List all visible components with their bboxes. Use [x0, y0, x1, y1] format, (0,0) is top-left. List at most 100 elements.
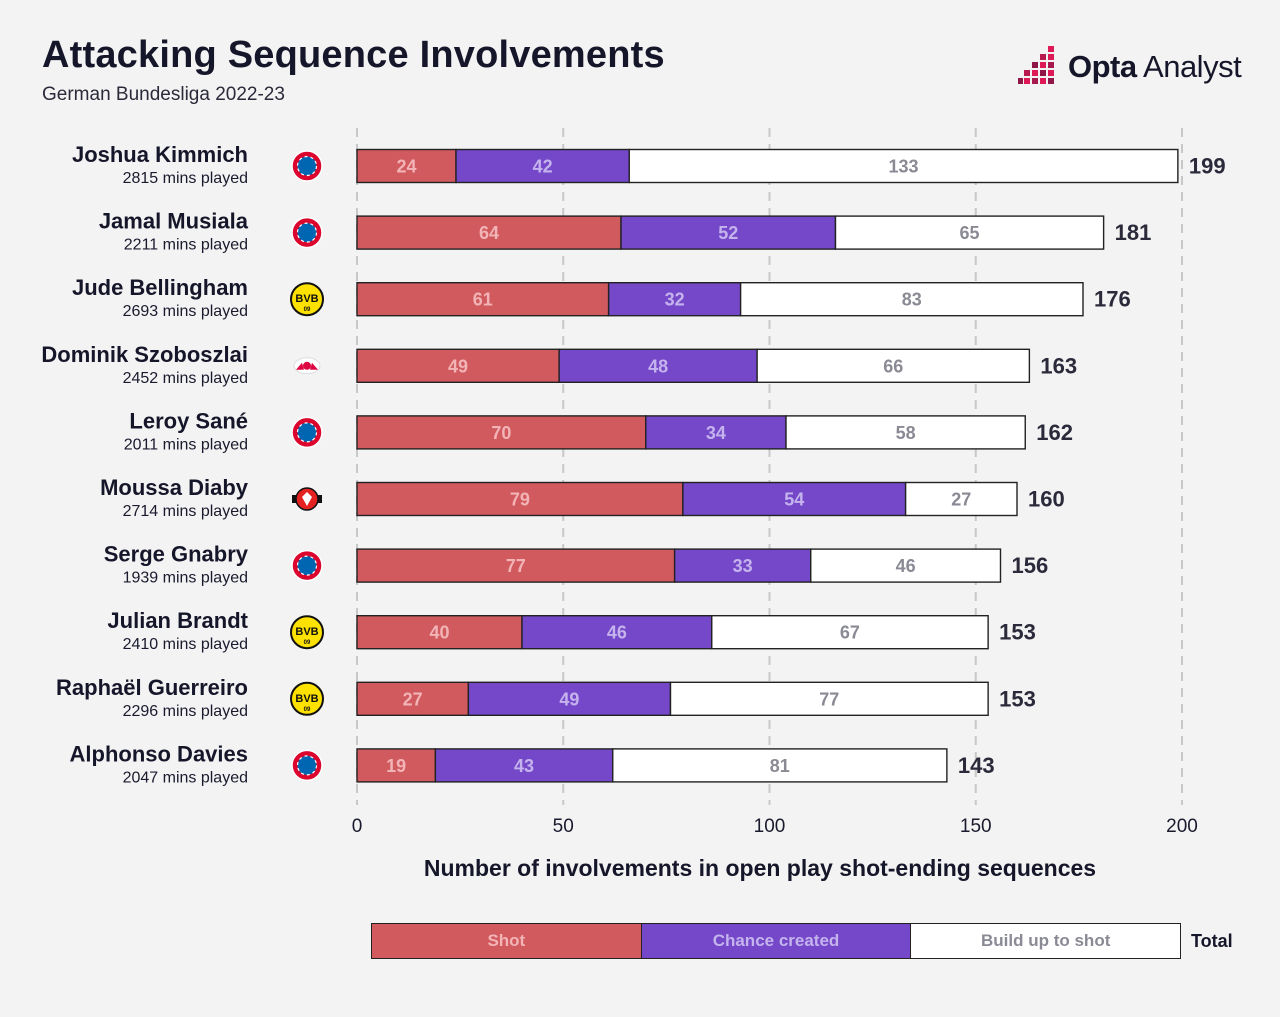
label-chance-created: 42 — [533, 157, 553, 177]
bayern-crest-diamond-icon — [296, 222, 318, 243]
chart-title: Attacking Sequence Involvements — [42, 34, 665, 76]
label-chance-created: 32 — [665, 290, 685, 310]
bar-build-up — [834, 215, 1105, 250]
dortmund-crest-icon — [290, 615, 324, 650]
legend-chance-created: Chance created — [641, 924, 912, 958]
label-build-up: 67 — [840, 623, 860, 643]
bar-chance-created — [434, 748, 614, 783]
minutes-played: 2714 mins played — [123, 503, 248, 520]
leipzig-crest-bull-left-icon — [296, 362, 304, 370]
label-chance-created: 49 — [559, 689, 579, 709]
x-tick-label: 100 — [754, 816, 786, 837]
dortmund-crest-text: BVB — [295, 626, 318, 638]
bayern-crest-center-icon — [297, 156, 317, 176]
logo-text-light: Analyst — [1136, 49, 1242, 84]
bayern-crest-center-icon — [297, 755, 317, 775]
bar-chance-created — [620, 215, 837, 250]
player-name: Jamal Musiala — [99, 209, 249, 234]
bar-shot — [356, 148, 457, 184]
dortmund-crest-icon — [290, 681, 324, 716]
bayern-crest-diamond-icon — [296, 155, 318, 177]
label-chance-created: 46 — [607, 623, 627, 643]
chart-subtitle: German Bundesliga 2022-23 — [42, 84, 285, 105]
bar-build-up — [711, 615, 989, 650]
player-name: Joshua Kimmich — [72, 142, 248, 167]
label-shot: 49 — [448, 356, 468, 376]
chart-legend: Shot Chance created Build up to shot — [371, 923, 1181, 959]
minutes-played: 2693 mins played — [123, 303, 248, 320]
opta-analyst-logo: Opta Analyst — [1018, 46, 1242, 88]
bar-chance-created — [645, 415, 787, 450]
bar-build-up — [785, 415, 1026, 450]
label-shot: 40 — [429, 623, 449, 643]
label-chance-created: 52 — [718, 223, 738, 243]
leverkusen-crest-lion-icon — [302, 492, 312, 506]
label-build-up: 77 — [819, 689, 839, 709]
label-chance-created: 33 — [733, 556, 753, 576]
dortmund-crest-text: BVB — [295, 293, 318, 305]
bayern-crest-center-icon — [297, 556, 317, 576]
x-tick-label: 150 — [960, 816, 992, 837]
total-value: 199 — [1189, 154, 1226, 179]
label-build-up: 83 — [902, 290, 922, 310]
label-build-up: 27 — [951, 490, 971, 510]
bayern-crest-center-icon — [297, 223, 317, 243]
total-value: 181 — [1115, 220, 1152, 245]
bar-shot — [356, 348, 560, 383]
label-build-up: 81 — [770, 756, 790, 776]
bayern-crest-diamond-icon — [296, 755, 318, 776]
x-tick-label: 0 — [352, 816, 363, 837]
logo-text-bold: Opta — [1068, 49, 1137, 84]
total-value: 162 — [1036, 420, 1073, 445]
player-name: Serge Gnabry — [104, 542, 249, 567]
label-chance-created: 34 — [706, 423, 726, 443]
minutes-played: 2815 mins played — [123, 170, 248, 187]
x-tick-label: 200 — [1166, 816, 1198, 837]
minutes-played: 2011 mins played — [124, 436, 248, 453]
bar-chance-created — [455, 148, 630, 184]
bar-build-up — [810, 548, 1002, 583]
player-name: Dominik Szoboszlai — [41, 342, 248, 367]
bar-shot — [356, 748, 437, 783]
dortmund-crest-year: 09 — [304, 307, 311, 313]
player-name: Leroy Sané — [129, 408, 248, 433]
bar-build-up — [612, 748, 948, 783]
minutes-played: 1939 mins played — [123, 570, 248, 587]
label-shot: 61 — [473, 290, 493, 310]
label-shot: 79 — [510, 490, 530, 510]
label-chance-created: 54 — [784, 490, 804, 510]
legend-shot: Shot — [372, 924, 642, 958]
label-shot: 19 — [386, 756, 406, 776]
bar-shot — [356, 615, 523, 650]
label-build-up: 133 — [889, 157, 919, 177]
label-build-up: 46 — [896, 556, 916, 576]
bayern-crest-diamond-icon — [296, 555, 318, 576]
dortmund-crest-year: 09 — [304, 640, 311, 646]
opta-logo-icon — [1018, 46, 1054, 84]
label-chance-created: 48 — [648, 356, 668, 376]
bar-build-up — [739, 282, 1084, 317]
stacked-bar-chart: 0 50 100 150 200 Number of involvements in op… — [41, 128, 1226, 881]
x-tick-label: 50 — [553, 816, 574, 837]
label-build-up: 66 — [883, 356, 903, 376]
label-chance-created: 43 — [514, 756, 534, 776]
total-value: 176 — [1094, 287, 1131, 312]
label-shot: 27 — [403, 689, 423, 709]
label-build-up: 65 — [960, 223, 980, 243]
label-build-up: 58 — [896, 423, 916, 443]
label-shot: 77 — [506, 556, 526, 576]
dortmund-crest-text: BVB — [295, 693, 318, 705]
total-value: 156 — [1012, 553, 1049, 578]
minutes-played: 2296 mins played — [123, 703, 248, 720]
player-name: Jude Bellingham — [72, 275, 248, 300]
dortmund-crest-year: 09 — [304, 707, 311, 713]
minutes-played: 2211 mins played — [124, 237, 248, 254]
dortmund-crest-icon — [290, 282, 324, 317]
leipzig-crest-bull-right-icon — [310, 362, 318, 370]
bar-build-up — [904, 481, 1018, 517]
bar-build-up — [756, 348, 1031, 383]
leipzig-crest-ball-icon — [303, 361, 311, 370]
player-name: Raphaël Guerreiro — [56, 675, 248, 700]
x-axis-label: Number of involvements in open play shot… — [424, 855, 1096, 881]
legend-build-up: Build up to shot — [911, 924, 1181, 958]
